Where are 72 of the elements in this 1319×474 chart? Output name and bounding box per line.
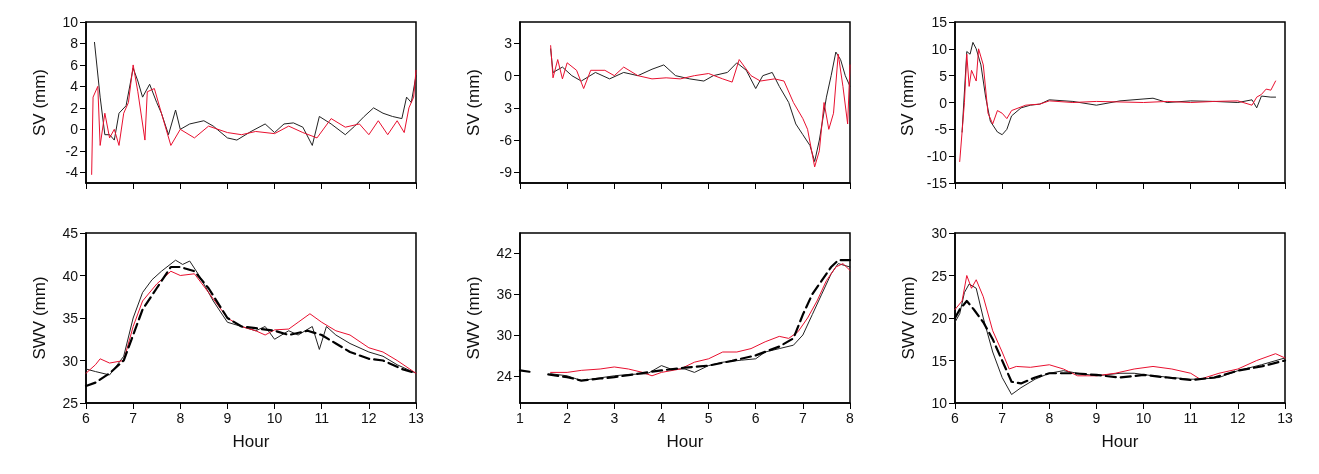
y-tick-label: -2 — [65, 142, 79, 159]
y-tick-label: -15 — [926, 175, 947, 191]
x-tick-label: 7 — [997, 410, 1006, 426]
x-tick-label: 6 — [950, 410, 959, 426]
y-tick-label: 45 — [62, 225, 79, 241]
y-tick-label: 30 — [931, 225, 947, 241]
line-series — [961, 41, 1276, 136]
x-tick-label: 8 — [176, 410, 185, 426]
y-tick-label: 42 — [496, 245, 513, 262]
y-tick-label: 10 — [931, 40, 947, 57]
y-axis-title: SV (mm) — [897, 68, 917, 137]
y-tick-label: -6 — [499, 132, 513, 149]
x-tick-label: 10 — [266, 410, 283, 426]
y-tick-label: 0 — [938, 94, 947, 111]
y-tick-label: 3 — [504, 99, 513, 116]
y-axis-title: SWV (mm) — [30, 276, 49, 360]
y-tick-label: -10 — [926, 148, 947, 165]
x-tick-label: 13 — [1276, 410, 1293, 426]
line-series — [93, 41, 417, 146]
x-tick-label: 1 — [516, 410, 525, 426]
x-axis-title: Hour — [666, 432, 705, 451]
y-tick-label: 0 — [70, 121, 79, 138]
y-tick-label: 4 — [70, 78, 79, 95]
y-tick-label: 0 — [504, 67, 513, 84]
x-tick-label: 11 — [1183, 410, 1198, 426]
y-tick-label: 5 — [938, 67, 947, 84]
y-tick-label: 10 — [62, 14, 79, 30]
line-series — [958, 48, 1276, 163]
y-tick-label: 8 — [70, 35, 79, 52]
x-tick-label: 9 — [1092, 410, 1101, 426]
y-tick-label: -9 — [499, 164, 513, 181]
y-tick-label: 15 — [931, 14, 947, 30]
x-tick-label: 7 — [129, 410, 138, 426]
y-tick-label: 30 — [496, 327, 513, 343]
x-tick-label: 3 — [610, 410, 619, 426]
x-tick-label: 4 — [657, 410, 666, 426]
y-axis-title: SWV (mm) — [898, 276, 918, 360]
y-tick-label: 25 — [931, 267, 947, 284]
y-tick-label: -4 — [65, 164, 79, 181]
y-tick-label: 20 — [931, 310, 947, 326]
x-tick-label: 6 — [82, 410, 91, 426]
x-tick-label: 12 — [1229, 410, 1246, 426]
y-tick-label: 35 — [62, 310, 79, 326]
y-axis-title: SV (mm) — [464, 68, 484, 137]
y-tick-label: 30 — [62, 352, 79, 369]
y-tick-label: 10 — [931, 395, 947, 411]
x-tick-label: 8 — [846, 410, 855, 426]
y-tick-label: 15 — [931, 352, 947, 369]
x-tick-label: 5 — [705, 410, 713, 426]
y-tick-label: 6 — [70, 56, 79, 73]
line-series — [91, 64, 417, 175]
x-tick-label: 11 — [314, 410, 330, 426]
y-axis-title: SV (mm) — [30, 68, 49, 137]
x-tick-label: 10 — [1135, 410, 1152, 426]
x-axis-title: Hour — [232, 432, 270, 451]
x-tick-label: 12 — [361, 410, 377, 426]
x-tick-label: 2 — [563, 410, 572, 426]
y-tick-label: 25 — [62, 395, 79, 411]
y-tick-label: 2 — [70, 99, 79, 116]
x-tick-label: 8 — [1045, 410, 1054, 426]
x-tick-label: 9 — [223, 410, 232, 426]
y-tick-label: 3 — [504, 35, 513, 52]
y-tick-label: 24 — [496, 367, 513, 384]
y-tick-label: 36 — [496, 286, 513, 303]
x-axis-title: Hour — [1101, 432, 1139, 451]
x-tick-label: 6 — [752, 410, 761, 426]
x-tick-label: 7 — [799, 410, 808, 426]
y-axis-title: SWV (mm) — [464, 276, 484, 360]
line-series — [954, 275, 1286, 380]
x-tick-label: 13 — [408, 410, 424, 426]
y-tick-label: -5 — [934, 121, 947, 138]
y-tick-label: 40 — [62, 267, 79, 284]
